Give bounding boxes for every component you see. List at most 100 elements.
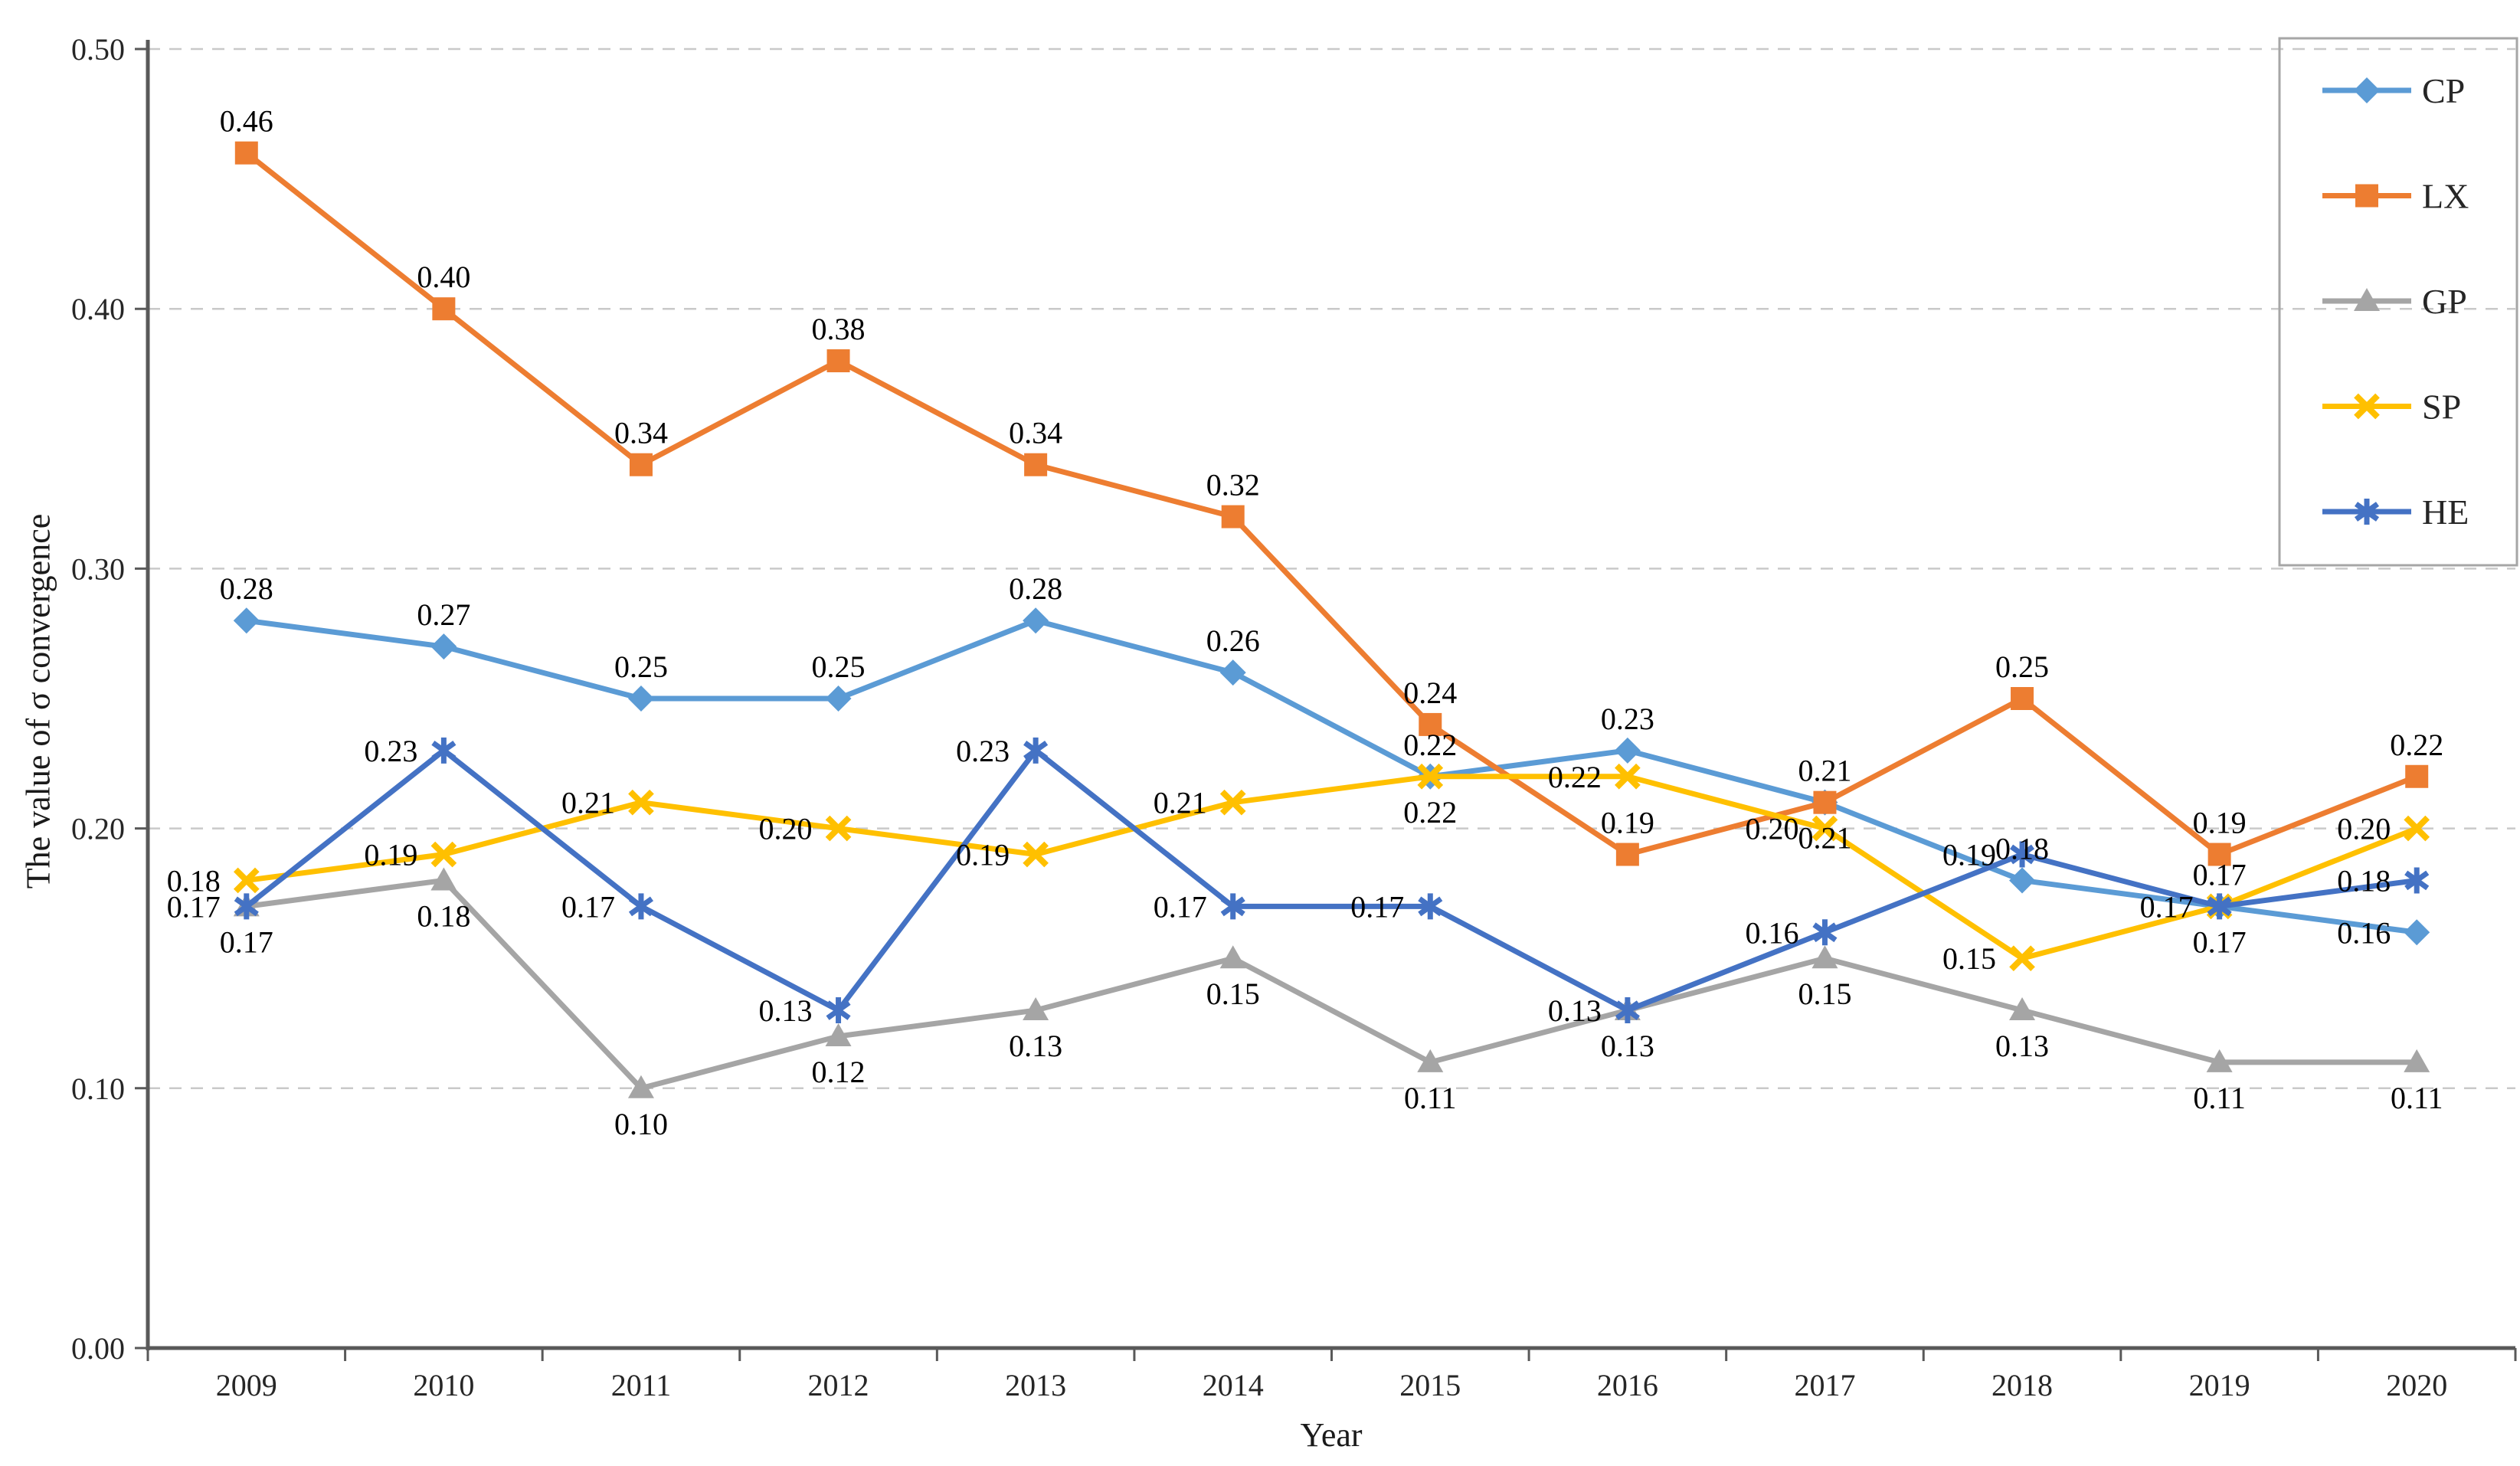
legend-item-LX: LX	[2322, 177, 2469, 216]
y-tick-label: 0.50	[71, 32, 125, 67]
y-tick-label: 0.10	[71, 1072, 125, 1106]
data-label-HE-2014: 0.17	[1154, 889, 1207, 924]
data-label-LX-2012: 0.38	[812, 312, 866, 346]
legend-item-SP: SP	[2322, 388, 2461, 427]
data-label-CP-2017: 0.21	[1798, 821, 1851, 856]
data-label-CP-2010: 0.27	[417, 597, 470, 632]
data-label-GP-2014: 0.15	[1206, 977, 1260, 1011]
y-tick-label: 0.20	[71, 812, 125, 846]
x-tick-label: 2009	[216, 1368, 277, 1402]
data-label-GP-2013: 0.13	[1009, 1029, 1062, 1063]
data-label-GP-2010: 0.18	[417, 898, 470, 933]
data-label-SP-2010: 0.19	[364, 838, 417, 872]
data-label-SP-2016: 0.22	[1548, 760, 1602, 794]
legend-label-SP: SP	[2422, 388, 2461, 427]
data-label-HE-2020: 0.18	[2337, 863, 2391, 898]
x-tick-label: 2012	[808, 1368, 869, 1402]
data-label-LX-2011: 0.34	[614, 416, 668, 450]
data-label-CP-2015: 0.22	[1403, 795, 1457, 830]
data-label-LX-2015: 0.24	[1403, 676, 1457, 710]
data-label-HE-2012: 0.13	[759, 993, 813, 1028]
x-tick-label: 2015	[1399, 1368, 1461, 1402]
legend-label-HE: HE	[2422, 492, 2469, 532]
y-tick-label: 0.00	[71, 1331, 125, 1366]
x-tick-label: 2019	[2189, 1368, 2250, 1402]
data-label-SP-2015: 0.22	[1403, 728, 1457, 762]
data-label-GP-2015: 0.11	[1404, 1081, 1457, 1115]
x-tick-label: 2011	[611, 1368, 672, 1402]
y-tick-label: 0.40	[71, 292, 125, 326]
data-label-SP-2020: 0.20	[2337, 812, 2391, 846]
data-label-HE-2013: 0.23	[956, 734, 1010, 768]
data-labels: 0.28 0.27 0.25 0.25 0.28 0.26 0.22 0.23 0.21 0.18…	[167, 104, 2443, 1141]
data-label-HE-2015: 0.17	[1350, 889, 1404, 924]
data-label-GP-2012: 0.12	[812, 1055, 866, 1089]
x-tick-label: 2014	[1203, 1368, 1264, 1402]
data-label-HE-2009: 0.17	[167, 889, 221, 924]
y-axis-title: The value of σ convergence	[19, 513, 57, 889]
data-label-CP-2011: 0.25	[614, 650, 668, 684]
legend-label-LX: LX	[2422, 177, 2469, 216]
gridlines	[148, 47, 2515, 1090]
data-label-SP-2019: 0.17	[2193, 924, 2247, 959]
data-label-LX-2010: 0.40	[417, 260, 470, 294]
data-label-HE-2019: 0.17	[2193, 857, 2247, 892]
legend-item-HE: HE	[2322, 492, 2469, 532]
data-label-LX-2014: 0.32	[1206, 468, 1260, 502]
data-label-SP-2017: 0.20	[1745, 812, 1798, 846]
data-label-GP-2020: 0.11	[2391, 1081, 2443, 1115]
data-label-SP-2011: 0.21	[561, 786, 615, 820]
data-label-SP-2018: 0.15	[1942, 941, 1996, 976]
data-label-CP-2019: 0.17	[2140, 889, 2194, 924]
legend-box	[2278, 37, 2518, 567]
series-SP	[233, 763, 2430, 972]
axis-tick-labels: 0.00 0.10 0.20 0.30 0.40 0.50 2009 2010 2011 2012…	[71, 32, 2447, 1402]
data-label-CP-2014: 0.26	[1206, 623, 1260, 658]
data-label-SP-2013: 0.19	[956, 838, 1010, 872]
data-label-GP-2019: 0.11	[2193, 1081, 2246, 1115]
data-label-LX-2013: 0.34	[1009, 416, 1062, 450]
x-tick-label: 2020	[2386, 1368, 2447, 1402]
data-label-GP-2017: 0.15	[1798, 977, 1851, 1011]
data-label-CP-2018: 0.18	[1995, 831, 2049, 866]
data-label-SP-2014: 0.21	[1154, 786, 1207, 820]
y-tick-label: 0.30	[71, 551, 125, 586]
data-label-HE-2018: 0.19	[1942, 838, 1996, 872]
data-label-HE-2011: 0.17	[561, 889, 615, 924]
data-label-CP-2009: 0.28	[220, 571, 273, 606]
legend-item-GP: GP	[2322, 282, 2467, 321]
series-HE	[234, 737, 2430, 1024]
data-label-CP-2016: 0.23	[1601, 702, 1654, 736]
data-label-SP-2012: 0.20	[759, 812, 813, 846]
x-tick-label: 2018	[1991, 1368, 2053, 1402]
series-LX	[234, 141, 2429, 866]
x-tick-label: 2017	[1794, 1368, 1855, 1402]
data-label-HE-2010: 0.23	[364, 734, 417, 768]
data-label-LX-2019: 0.19	[2193, 806, 2247, 840]
x-tick-label: 2016	[1597, 1368, 1658, 1402]
data-label-SP-2009: 0.18	[167, 863, 221, 898]
legend: CP LX GP SP HE	[2278, 37, 2518, 567]
data-label-CP-2020: 0.16	[2337, 915, 2391, 950]
legend-label-CP: CP	[2422, 71, 2465, 110]
axes	[135, 40, 2517, 1361]
data-label-HE-2016: 0.13	[1548, 993, 1602, 1028]
data-label-GP-2016: 0.13	[1601, 1029, 1654, 1063]
data-label-LX-2018: 0.25	[1995, 650, 2049, 684]
x-tick-label: 2013	[1005, 1368, 1066, 1402]
data-label-LX-2009: 0.46	[220, 104, 273, 139]
legend-item-CP: CP	[2322, 71, 2465, 110]
data-label-HE-2017: 0.16	[1745, 915, 1798, 950]
data-label-GP-2009: 0.17	[220, 924, 273, 959]
data-label-GP-2011: 0.10	[614, 1107, 668, 1141]
data-label-CP-2013: 0.28	[1009, 571, 1062, 606]
x-axis-title: Year	[1300, 1416, 1363, 1454]
data-label-CP-2012: 0.25	[812, 650, 866, 684]
data-label-LX-2020: 0.22	[2390, 728, 2443, 762]
data-label-GP-2018: 0.13	[1995, 1029, 2049, 1063]
legend-label-GP: GP	[2422, 282, 2467, 321]
data-label-LX-2016: 0.19	[1601, 806, 1654, 840]
x-tick-label: 2010	[413, 1368, 474, 1402]
